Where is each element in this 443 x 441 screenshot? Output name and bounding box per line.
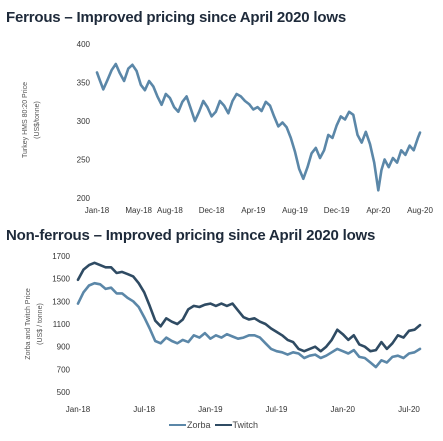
legend-swatch-zorba: [169, 424, 186, 426]
ferrous-xtick-label: Dec-19: [324, 206, 350, 215]
nonferrous-xtick-label: Jul-18: [133, 405, 155, 414]
nonferrous-ytick-label: 700: [57, 365, 71, 374]
legend-item-zorba: Zorba: [169, 420, 211, 430]
ferrous-xtick-label: Aug-20: [407, 206, 433, 215]
nonferrous-ytick-label: 900: [57, 343, 71, 352]
ferrous-xtick-label: Aug-19: [282, 206, 308, 215]
nonferrous-ytick-label: 1100: [53, 320, 71, 329]
nonferrous-xtick-label: Jul-19: [266, 405, 288, 414]
legend-item-twitch: Twitch: [214, 420, 259, 430]
ferrous-xtick-label: May-18: [125, 206, 152, 215]
nonferrous-xtick-label: Jan-20: [331, 405, 356, 414]
legend-label-twitch: Twitch: [232, 420, 259, 430]
nonferrous-xtick-label: Jan-18: [66, 405, 91, 414]
nonferrous-ytick-label: 1500: [52, 275, 70, 284]
nonferrous-ytick-label: 500: [57, 388, 71, 397]
nonferrous-ytick-label: 1700: [52, 252, 70, 261]
ferrous-ytick-label: 200: [77, 194, 91, 203]
ferrous-ytick-label: 350: [77, 79, 91, 88]
nonferrous-xtick-label: Jan-19: [198, 405, 223, 414]
ferrous-xtick-label: Dec-18: [199, 206, 225, 215]
ferrous-xtick-label: Apr-20: [366, 206, 391, 215]
legend-swatch-twitch: [214, 424, 232, 426]
nonferrous-ylabel-line: Zorba and Twitch Price: [25, 288, 32, 360]
nonferrous-ylabel-line: (US$ / tonne): [37, 303, 44, 345]
ferrous-xtick-label: Aug-18: [157, 206, 183, 215]
nonferrous-series-zorba-line: [76, 281, 422, 369]
ferrous-ylabel-line: Turkey HMS 80:20 Price: [22, 82, 29, 158]
nonferrous-ytick-label: 1300: [52, 297, 70, 306]
ferrous-xtick-label: Apr-19: [241, 206, 266, 215]
legend-label-zorba: Zorba: [187, 420, 211, 430]
ferrous-series-price-line: [95, 62, 422, 192]
nonferrous-xtick-label: Jul-20: [398, 405, 420, 414]
nonferrous-chart-title: Non-ferrous – Improved pricing since Apr…: [6, 227, 376, 244]
ferrous-chart-title: Ferrous – Improved pricing since April 2…: [6, 9, 346, 26]
nonferrous-series-twitch-line: [76, 261, 422, 353]
ferrous-ytick-label: 400: [77, 40, 91, 49]
ferrous-ylabel-line: (US$/tonne): [34, 101, 41, 139]
ferrous-ytick-label: 250: [77, 156, 91, 165]
ferrous-xtick-label: Jan-18: [85, 206, 110, 215]
ferrous-ytick-label: 300: [77, 117, 91, 126]
nonferrous-legend: Zorba Twitch: [169, 420, 258, 430]
